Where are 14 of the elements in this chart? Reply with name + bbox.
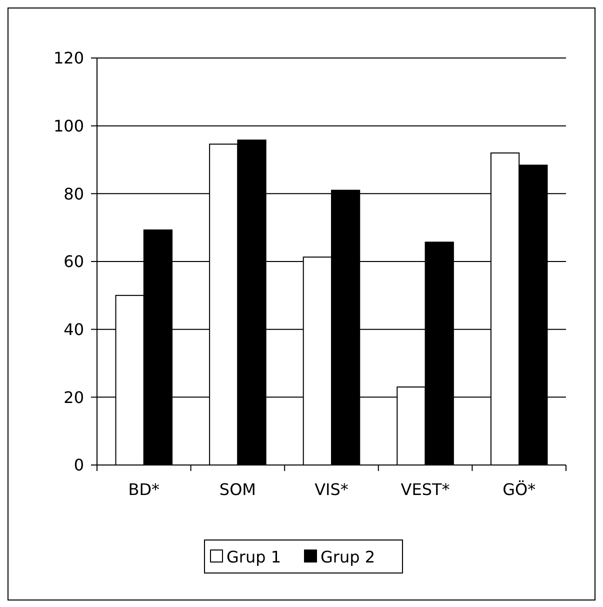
x-tick-label: SOM [219, 480, 256, 499]
x-tick-label: GÖ* [502, 480, 536, 499]
x-tick-label: VEST* [400, 480, 450, 499]
y-tick-label: 60 [64, 252, 84, 272]
y-tick-label: 100 [53, 116, 84, 136]
legend-label: Grup 2 [320, 548, 376, 567]
x-tick-label: VIS* [314, 480, 348, 499]
y-tick-label: 120 [53, 48, 84, 68]
y-tick-label: 80 [64, 184, 84, 204]
y-tick-label: 0 [74, 456, 84, 475]
y-tick-label: 40 [64, 320, 84, 339]
x-tick-label: BD* [128, 480, 160, 499]
y-tick-label: 20 [64, 388, 84, 407]
legend-label: Grup 1 [226, 548, 282, 567]
